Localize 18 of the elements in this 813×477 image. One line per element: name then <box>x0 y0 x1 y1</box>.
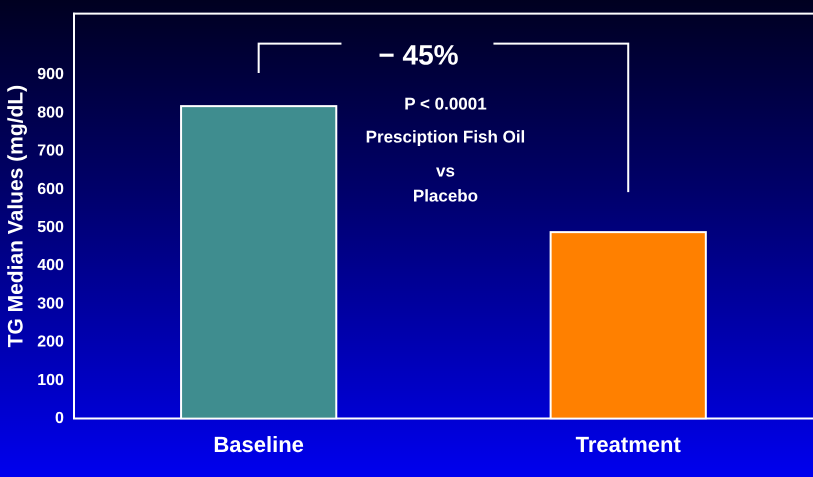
annotation: Presciption Fish Oil <box>366 127 526 146</box>
y-tick-label: 400 <box>37 257 64 274</box>
y-axis-title: TG Median Values (mg/dL) <box>4 84 28 348</box>
x-tick-label: Baseline <box>213 432 304 457</box>
annotation: Placebo <box>412 186 478 206</box>
y-tick-label: 100 <box>37 372 64 389</box>
y-tick-label: 500 <box>37 218 64 236</box>
annotation: vs <box>436 161 455 180</box>
y-tick-label: 700 <box>37 142 64 160</box>
y-tick-label: 900 <box>37 66 64 84</box>
y-tick-label: 200 <box>37 334 64 351</box>
annotation: − 45% <box>378 39 459 70</box>
y-tick-label: 600 <box>37 180 64 198</box>
annotation: P < 0.0001 <box>404 94 487 114</box>
y-tick-label: 300 <box>37 295 64 312</box>
x-tick-label: Treatment <box>576 432 682 457</box>
y-tick-label: 0 <box>54 410 64 428</box>
y-tick-label: 800 <box>37 104 64 122</box>
